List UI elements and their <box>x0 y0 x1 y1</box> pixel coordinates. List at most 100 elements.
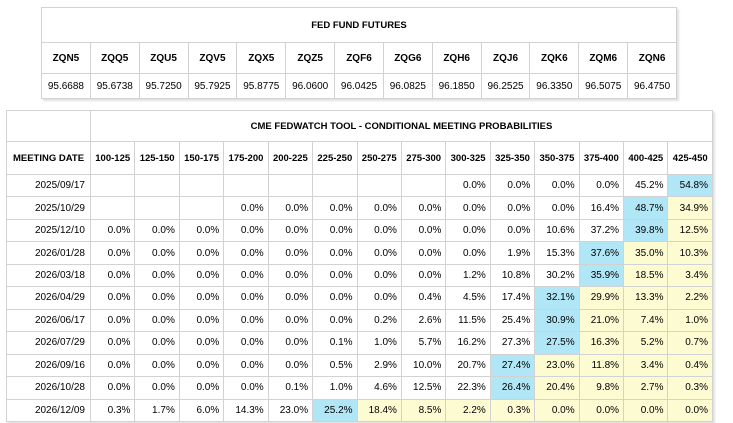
futures-price: 96.1850 <box>431 73 482 99</box>
meeting-date: 2026/09/16 <box>6 353 91 378</box>
probability-cell: 0.0% <box>223 353 269 378</box>
probability-cell: 0.0% <box>89 241 136 265</box>
probability-cell: 0.0% <box>445 173 491 198</box>
probability-cell: 0.0% <box>89 218 136 243</box>
probability-cell: 34.9% <box>667 196 713 220</box>
probability-cell: 0.0% <box>534 173 580 198</box>
probability-cell: 0.1% <box>312 331 358 355</box>
probability-cell: 11.5% <box>445 308 491 333</box>
probability-cell: 0.0% <box>267 286 314 310</box>
probability-cell: 0.0% <box>312 308 358 333</box>
meeting-row: 2025/10/29 0.0% 0.0% 0.0% 0.0% 0.0% 0.0% 0.0% 0.… <box>6 196 713 220</box>
futures-price: 95.7250 <box>138 73 189 99</box>
probability-cell-max: 27.5% <box>534 331 580 355</box>
probability-cell: 0.0% <box>178 376 225 400</box>
probability-cell: 0.0% <box>267 331 314 355</box>
probability-cell: 0.4% <box>667 353 713 378</box>
probability-cell: 0.0% <box>489 218 536 243</box>
meeting-row: 2026/10/28 0.0% 0.0% 0.0% 0.0% 0.1% 1.0% 4.6% 12… <box>6 376 713 400</box>
probability-cell: 16.2% <box>445 331 491 355</box>
probability-cell: 0.0% <box>445 218 491 243</box>
probability-cell: 0.0% <box>489 173 536 198</box>
probability-cell: 2.6% <box>400 308 447 333</box>
probability-cell-max: 30.9% <box>534 308 580 333</box>
probability-cell: 1.9% <box>489 241 536 265</box>
probability-cell: 1.0% <box>312 376 358 400</box>
probability-cell-max: 27.4% <box>489 353 536 378</box>
futures-code: ZQM6 <box>578 42 629 74</box>
rate-range-header: 375-400 <box>578 141 625 175</box>
probability-cell: 0.0% <box>134 376 180 400</box>
probability-cell <box>400 173 447 198</box>
probability-cell <box>89 173 136 198</box>
futures-code: ZQQ5 <box>89 42 140 74</box>
probability-cell: 5.7% <box>400 331 447 355</box>
probability-cell: 0.0% <box>223 196 269 220</box>
probability-cell: 0.0% <box>89 353 136 378</box>
rate-range-header: 350-375 <box>534 141 580 175</box>
probability-cell: 0.0% <box>312 286 358 310</box>
probability-cell: 0.1% <box>267 376 314 400</box>
meeting-row: 2026/03/18 0.0% 0.0% 0.0% 0.0% 0.0% 0.0% 0.0% 0.… <box>6 263 713 288</box>
probability-cell <box>223 173 269 198</box>
probability-cell <box>178 173 225 198</box>
probability-cell: 0.0% <box>267 353 314 378</box>
probability-cell: 2.2% <box>667 286 713 310</box>
futures-code: ZQZ5 <box>285 42 336 74</box>
probability-cell: 0.0% <box>178 308 225 333</box>
probability-cell: 4.6% <box>356 376 402 400</box>
probability-cell: 0.3% <box>89 398 136 423</box>
probability-cell: 0.0% <box>89 376 136 400</box>
rate-range-header: 400-425 <box>623 141 669 175</box>
futures-price: 95.6688 <box>41 73 91 99</box>
probability-cell: 18.4% <box>356 398 402 423</box>
probability-cell: 0.0% <box>223 331 269 355</box>
meeting-row: 2026/06/17 0.0% 0.0% 0.0% 0.0% 0.0% 0.0% 0.2% 2.… <box>6 308 713 333</box>
probability-cell: 0.0% <box>223 241 269 265</box>
fedwatch-body: 2025/09/17 0.0% 0.0% 0.0% 0.0% 45.2% 54.8% 2025… <box>6 173 713 423</box>
futures-price: 95.7925 <box>187 73 238 99</box>
probability-cell: 0.0% <box>356 241 402 265</box>
rate-range-header: 275-300 <box>400 141 447 175</box>
probability-cell: 15.3% <box>534 241 580 265</box>
meeting-date: 2026/12/09 <box>6 398 91 423</box>
probability-cell: 0.0% <box>134 353 180 378</box>
probability-cell: 27.3% <box>489 331 536 355</box>
futures-title: FED FUND FUTURES <box>41 7 677 43</box>
probability-cell: 1.0% <box>667 308 713 333</box>
probability-cell: 0.5% <box>312 353 358 378</box>
futures-code: ZQH6 <box>431 42 482 74</box>
rate-range-header: 150-175 <box>178 141 225 175</box>
futures-price: 96.0600 <box>285 73 336 99</box>
probability-cell: 0.0% <box>667 398 713 423</box>
probability-cell: 0.0% <box>89 263 136 288</box>
probability-cell: 0.0% <box>312 263 358 288</box>
meeting-row: 2025/09/17 0.0% 0.0% 0.0% 0.0% 45.2% 54.8% <box>6 173 713 198</box>
probability-cell: 0.0% <box>267 196 314 220</box>
corner-blank-cell <box>6 110 91 142</box>
probability-cell: 2.9% <box>356 353 402 378</box>
futures-code-row: ZQN5 ZQQ5 ZQU5 ZQV5 ZQX5 ZQZ5 ZQF6 ZQG6 … <box>41 42 677 74</box>
probability-cell: 0.0% <box>356 286 402 310</box>
probability-cell: 0.0% <box>134 218 180 243</box>
meeting-date: 2026/04/29 <box>6 286 91 310</box>
probability-cell: 0.0% <box>89 308 136 333</box>
probability-cell: 0.0% <box>445 196 491 220</box>
probability-cell: 0.0% <box>312 196 358 220</box>
rate-range-header: 225-250 <box>312 141 358 175</box>
probability-cell: 10.3% <box>667 241 713 265</box>
probability-cell: 0.0% <box>223 286 269 310</box>
probability-cell: 9.8% <box>578 376 625 400</box>
probability-cell: 0.0% <box>178 331 225 355</box>
meeting-date: 2026/06/17 <box>6 308 91 333</box>
futures-code: ZQF6 <box>334 42 384 74</box>
probability-cell: 0.0% <box>400 241 447 265</box>
probability-cell: 0.0% <box>312 218 358 243</box>
probability-cell: 14.3% <box>223 398 269 423</box>
meeting-date: 2026/07/29 <box>6 331 91 355</box>
probability-cell: 10.8% <box>489 263 536 288</box>
probability-cell: 0.0% <box>400 263 447 288</box>
futures-code: ZQX5 <box>236 42 287 74</box>
probability-cell: 0.0% <box>223 263 269 288</box>
fedwatch-header-row: MEETING DATE 100-125 125-150 150-175 175… <box>6 141 713 175</box>
